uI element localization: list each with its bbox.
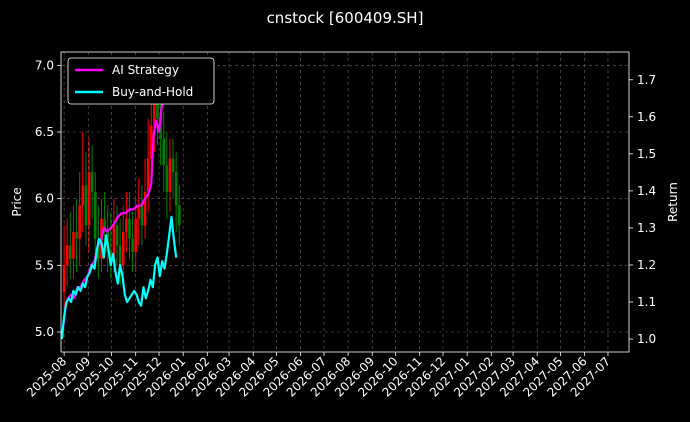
- candle-body: [143, 192, 147, 226]
- y-tick-label-left: 6.5: [35, 125, 54, 139]
- y-tick-label-right: 1.3: [637, 221, 656, 235]
- candle-body: [168, 158, 172, 192]
- candle-body: [72, 232, 75, 259]
- y-tick-label-left: 5.5: [35, 258, 54, 272]
- candle-body: [103, 218, 106, 232]
- y-tick-label-right: 1.7: [637, 73, 656, 87]
- y-tick-label-left: 5.0: [35, 325, 54, 339]
- candle-body: [121, 232, 125, 266]
- candle-body: [171, 158, 175, 172]
- y-tick-label-right: 1.5: [637, 147, 656, 161]
- candle-body: [109, 252, 113, 259]
- candle-body: [131, 238, 134, 252]
- series-line-buy-and-hold: [60, 215, 178, 340]
- candle-body: [146, 158, 150, 192]
- candle-body: [162, 138, 166, 166]
- candle-body: [165, 165, 169, 192]
- legend-box: [67, 57, 215, 105]
- legend-label-buy-and-hold: Buy-and-Hold: [112, 85, 193, 99]
- candle-body: [159, 118, 162, 139]
- candle-body: [125, 218, 128, 232]
- candle-body: [62, 265, 66, 292]
- candle-body: [78, 205, 81, 239]
- candle-body: [140, 205, 144, 226]
- candle-body: [128, 218, 131, 239]
- candle-body: [115, 225, 119, 246]
- candle-body: [75, 232, 78, 239]
- y-axis-label-right: Return: [666, 182, 680, 222]
- candle-body: [177, 205, 181, 226]
- candle-body: [90, 172, 94, 192]
- candle-body: [97, 238, 100, 259]
- candle-body: [84, 185, 88, 226]
- candle-body: [118, 245, 122, 266]
- candle-body: [81, 185, 85, 206]
- chart-title: cnstock [600409.SH]: [267, 9, 424, 27]
- series-layer: [60, 86, 178, 340]
- candle-body: [174, 172, 178, 206]
- y-tick-label-left: 6.0: [35, 192, 54, 206]
- y-tick-label-right: 1.4: [637, 184, 656, 198]
- candle-body: [134, 218, 137, 252]
- y-tick-label-left: 7.0: [35, 58, 54, 72]
- candle-body: [112, 225, 116, 259]
- y-tick-label-right: 1.1: [637, 295, 656, 309]
- y-tick-label-right: 1.0: [637, 332, 656, 346]
- candle-body: [69, 245, 72, 259]
- y-tick-label-right: 1.2: [637, 258, 656, 272]
- legend: AI Strategy Buy-and-Hold: [67, 57, 215, 105]
- candle-body: [137, 205, 141, 219]
- legend-label-ai-strategy: AI Strategy: [112, 63, 179, 77]
- candle-body: [93, 192, 97, 239]
- candle-body: [153, 85, 156, 126]
- y-tick-label-right: 1.6: [637, 110, 656, 124]
- plot-frame: [60, 51, 630, 353]
- candle-body: [87, 172, 91, 226]
- y-axis-label-left: Price: [10, 187, 24, 216]
- candle-body: [149, 125, 153, 159]
- candle-body: [65, 245, 69, 266]
